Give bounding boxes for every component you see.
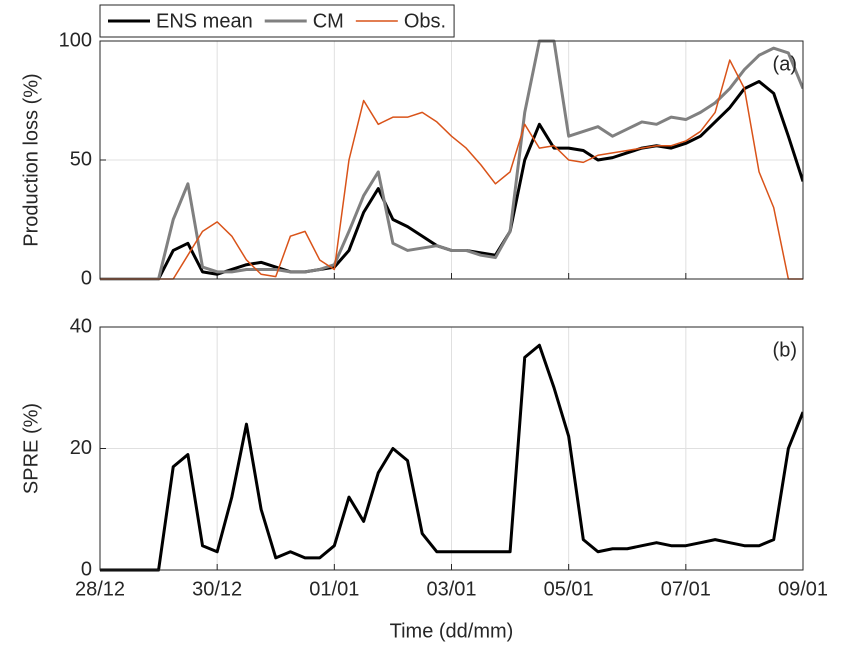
axes-frame <box>99 326 804 571</box>
y-tick-label: 0 <box>81 267 92 289</box>
legend-label: ENS mean <box>156 10 253 32</box>
y-tick-label: 50 <box>70 148 92 170</box>
axes: 28/12 30/12 01/01 03/01 05/01 07/01 09/01 0 20 40… <box>20 315 828 642</box>
y-tick-label: 100 <box>59 29 92 51</box>
x-tick-label: 07/01 <box>661 578 711 600</box>
panel-label: (a) <box>773 53 797 75</box>
panel-label: (b) <box>773 339 797 361</box>
y-axis-label: SPRE (%) <box>20 403 42 494</box>
y-axis-label: Production loss (%) <box>20 73 42 246</box>
x-tick-label: 03/01 <box>426 578 476 600</box>
series-line <box>100 39 803 281</box>
x-axis-label: Time (dd/mm) <box>390 620 514 642</box>
series-line <box>100 343 803 572</box>
y-tick-label: 40 <box>70 315 92 337</box>
axes-frame <box>99 40 804 280</box>
x-tick-label: 01/01 <box>309 578 359 600</box>
x-tick-label: 09/01 <box>778 578 828 600</box>
x-tick-label: 05/01 <box>544 578 594 600</box>
legend-label: CM <box>313 10 344 32</box>
y-tick-label: 20 <box>70 437 92 459</box>
y-tick-label: 0 <box>81 558 92 580</box>
legend: ENS mean CM Obs. <box>99 4 455 38</box>
axes: 0 50 100 (a) Production loss (%) <box>20 29 804 289</box>
x-tick-label: 28/12 <box>75 578 125 600</box>
series-line <box>100 59 803 280</box>
legend-label: Obs. <box>404 10 446 32</box>
x-tick-label: 30/12 <box>192 578 242 600</box>
